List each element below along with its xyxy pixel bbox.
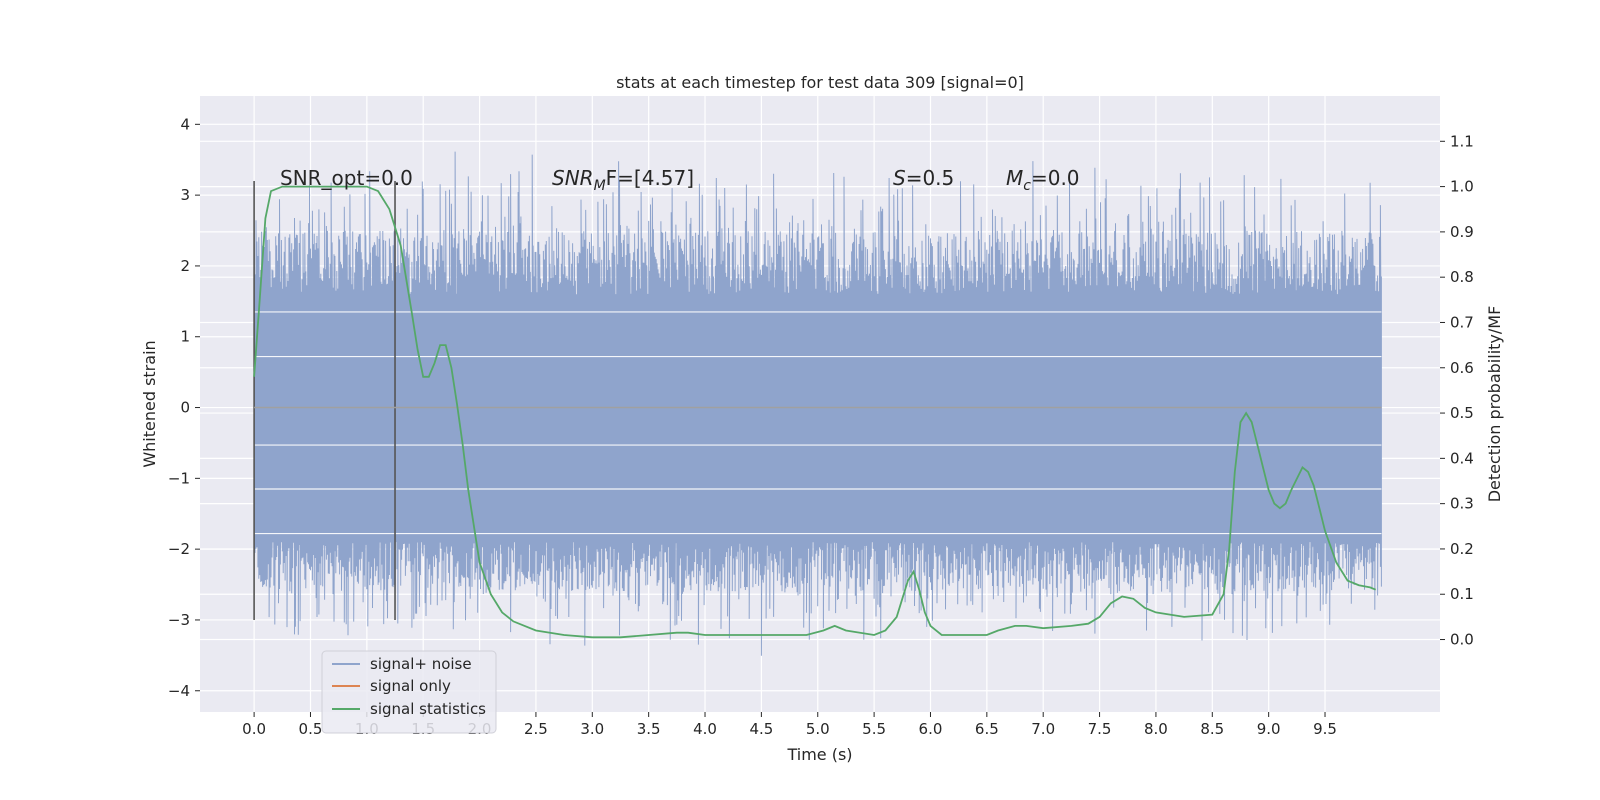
annotation-s-main: S: [893, 166, 906, 190]
y-right-tick-label: 0.6: [1450, 359, 1474, 377]
y-right-tick-label: 0.0: [1450, 631, 1474, 649]
x-tick-label: 5.5: [862, 720, 886, 738]
annotation-mc-sub: c: [1023, 178, 1031, 194]
y-right-tick-label: 0.7: [1450, 313, 1474, 331]
y-tick-label: −2: [168, 540, 190, 558]
annotation-snr-opt: SNR_opt=0.0: [280, 166, 413, 190]
y-axis-label: Whitened strain: [140, 340, 159, 467]
annotation-snr-mf-rest: F=[4.57]: [606, 166, 694, 190]
x-tick-label: 3.0: [580, 720, 604, 738]
x-tick-label: 4.0: [693, 720, 717, 738]
y-tick-label: 4: [180, 115, 190, 133]
y-tick-label: 3: [180, 186, 190, 204]
y-tick-label: −1: [168, 469, 190, 487]
y-right-tick-label: 0.4: [1450, 449, 1474, 467]
y-tick-label: −3: [168, 611, 190, 629]
x-tick-label: 8.0: [1144, 720, 1168, 738]
legend: signal+ noise signal only signal statist…: [321, 650, 497, 734]
x-tick-label: 6.0: [919, 720, 943, 738]
x-tick-label: 0.5: [299, 720, 323, 738]
y-right-tick-label: 0.5: [1450, 404, 1474, 422]
y-right-tick-label: 0.2: [1450, 540, 1474, 558]
x-tick-label: 5.0: [806, 720, 830, 738]
x-tick-label: 8.5: [1200, 720, 1224, 738]
chart-title: stats at each timestep for test data 309…: [616, 73, 1024, 92]
x-tick-label: 7.5: [1088, 720, 1112, 738]
annotation-mc-main: M: [1006, 166, 1023, 190]
y-tick-label: 0: [180, 399, 190, 417]
annotation-snr-mf-sub: M: [594, 178, 606, 194]
x-tick-label: 7.0: [1031, 720, 1055, 738]
legend-box: [321, 650, 497, 734]
x-tick-label: 3.5: [637, 720, 661, 738]
x-tick-label: 2.5: [524, 720, 548, 738]
annotation-mc: Mc=0.0: [1006, 166, 1080, 194]
y-right-tick-label: 1.0: [1450, 178, 1474, 196]
x-tick-label: 0.0: [242, 720, 266, 738]
x-tick-label: 9.5: [1313, 720, 1337, 738]
y-right-tick-label: 1.1: [1450, 132, 1474, 150]
signal-noise-series: [253, 151, 1382, 656]
annotation-s-rest: =0.5: [906, 166, 955, 190]
y-right-axis-ticks: 1.1 1.0 0.9 0.8 0.7 0.6 0.5 0.4 0.3 0.2 0.1 0.0: [1440, 132, 1474, 649]
y-right-tick-label: 0.8: [1450, 268, 1474, 286]
y-right-tick-label: 0.1: [1450, 585, 1474, 603]
annotation-snr-mf: SNRMF=[4.57]: [552, 166, 694, 194]
x-tick-label: 4.5: [749, 720, 773, 738]
x-tick-label: 9.0: [1257, 720, 1281, 738]
y-right-tick-label: 0.3: [1450, 495, 1474, 513]
signal-statistics-series: [253, 185, 1377, 639]
legend-label-signal-statistics: signal statistics: [370, 700, 486, 718]
y-right-axis-label: Detection probability/MF: [1485, 306, 1504, 503]
annotation-mc-rest: =0.0: [1031, 166, 1080, 190]
y-axis-ticks: 4 3 2 1 0 −1 −2 −3 −4: [168, 115, 200, 700]
y-right-tick-label: 0.9: [1450, 223, 1474, 241]
legend-label-signal-only: signal only: [370, 677, 451, 695]
y-tick-label: −4: [168, 682, 190, 700]
window-markers: [253, 180, 396, 620]
y-tick-label: 2: [180, 257, 190, 275]
x-tick-label: 6.5: [975, 720, 999, 738]
legend-label-signal-noise: signal+ noise: [370, 655, 472, 673]
annotation-snr-mf-main: SNR: [552, 166, 594, 190]
x-axis-label: Time (s): [786, 745, 852, 764]
y-tick-label: 1: [180, 328, 190, 346]
annotation-s: S=0.5: [893, 166, 954, 190]
